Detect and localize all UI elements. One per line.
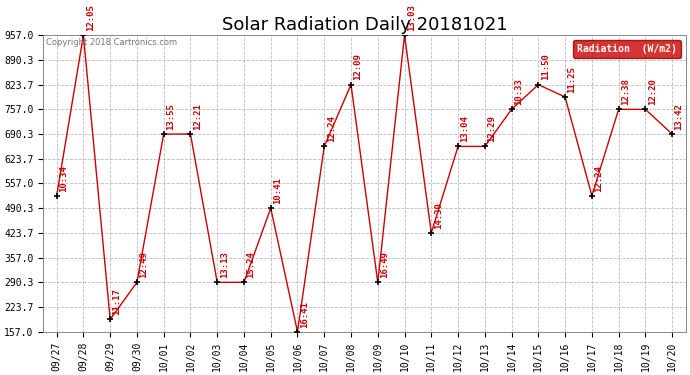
Text: 12:49: 12:49 <box>139 251 148 278</box>
Text: 12:20: 12:20 <box>648 78 657 105</box>
Text: 12:29: 12:29 <box>487 116 496 142</box>
Text: 13:55: 13:55 <box>166 103 175 130</box>
Text: 12:05: 12:05 <box>86 4 95 31</box>
Text: 13:42: 13:42 <box>675 103 684 130</box>
Text: 12:24: 12:24 <box>594 165 603 192</box>
Text: 16:49: 16:49 <box>380 251 389 278</box>
Title: Solar Radiation Daily 20181021: Solar Radiation Daily 20181021 <box>221 16 507 34</box>
Text: 12:38: 12:38 <box>621 78 630 105</box>
Legend: Radiation  (W/m2): Radiation (W/m2) <box>573 40 680 58</box>
Text: 13:04: 13:04 <box>460 116 469 142</box>
Text: 16:41: 16:41 <box>300 301 309 328</box>
Text: 14:30: 14:30 <box>434 202 443 229</box>
Text: 13:13: 13:13 <box>219 251 228 278</box>
Text: 11:50: 11:50 <box>541 54 550 81</box>
Text: 11:25: 11:25 <box>568 66 577 93</box>
Text: 10:34: 10:34 <box>59 165 68 192</box>
Text: 15:24: 15:24 <box>246 251 255 278</box>
Text: 10:41: 10:41 <box>273 177 282 204</box>
Text: 12:24: 12:24 <box>326 116 336 142</box>
Text: 10:33: 10:33 <box>514 78 523 105</box>
Text: 12:09: 12:09 <box>353 54 362 81</box>
Text: 11:17: 11:17 <box>112 288 121 315</box>
Text: Copyright 2018 Cartronics.com: Copyright 2018 Cartronics.com <box>46 38 177 47</box>
Text: 13:03: 13:03 <box>407 4 416 31</box>
Text: 12:21: 12:21 <box>193 103 202 130</box>
